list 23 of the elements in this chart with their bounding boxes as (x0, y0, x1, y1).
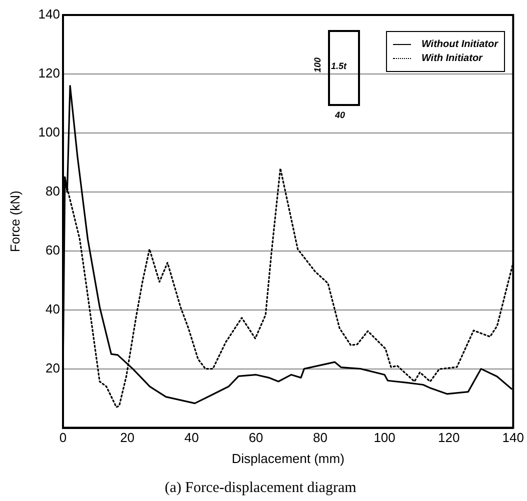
legend-label: With Initiator (421, 53, 482, 64)
y-tick-label: 60 (46, 242, 60, 258)
text: (a) Force-displacement diagram (164, 480, 357, 496)
y-tick-label: 100 (38, 124, 60, 140)
annotation: 1.5t (331, 61, 347, 71)
legend-label: Without Initiator (421, 39, 498, 50)
x-tick-label: 0 (59, 430, 67, 446)
x-tick-label: 60 (248, 430, 264, 446)
x-axis-title: Displacement (mm) (232, 450, 344, 466)
x-tick-label: 140 (502, 430, 524, 446)
x-tick-label: 40 (184, 430, 199, 446)
x-tick-label: 80 (312, 430, 328, 446)
y-tick-label: 80 (46, 183, 60, 198)
annotation: 100 (312, 57, 323, 73)
x-tick-label: 100 (374, 430, 396, 446)
y-tick-label: 120 (38, 66, 60, 81)
y-tick-label: 20 (46, 360, 60, 376)
x-tick-label: 20 (120, 430, 135, 446)
x-tick-label: 120 (438, 430, 460, 446)
annotation: 40 (335, 110, 346, 120)
y-tick-label: 140 (38, 6, 60, 22)
y-tick-label: 40 (46, 301, 60, 316)
y-axis-title: Force (kN) (7, 190, 22, 252)
